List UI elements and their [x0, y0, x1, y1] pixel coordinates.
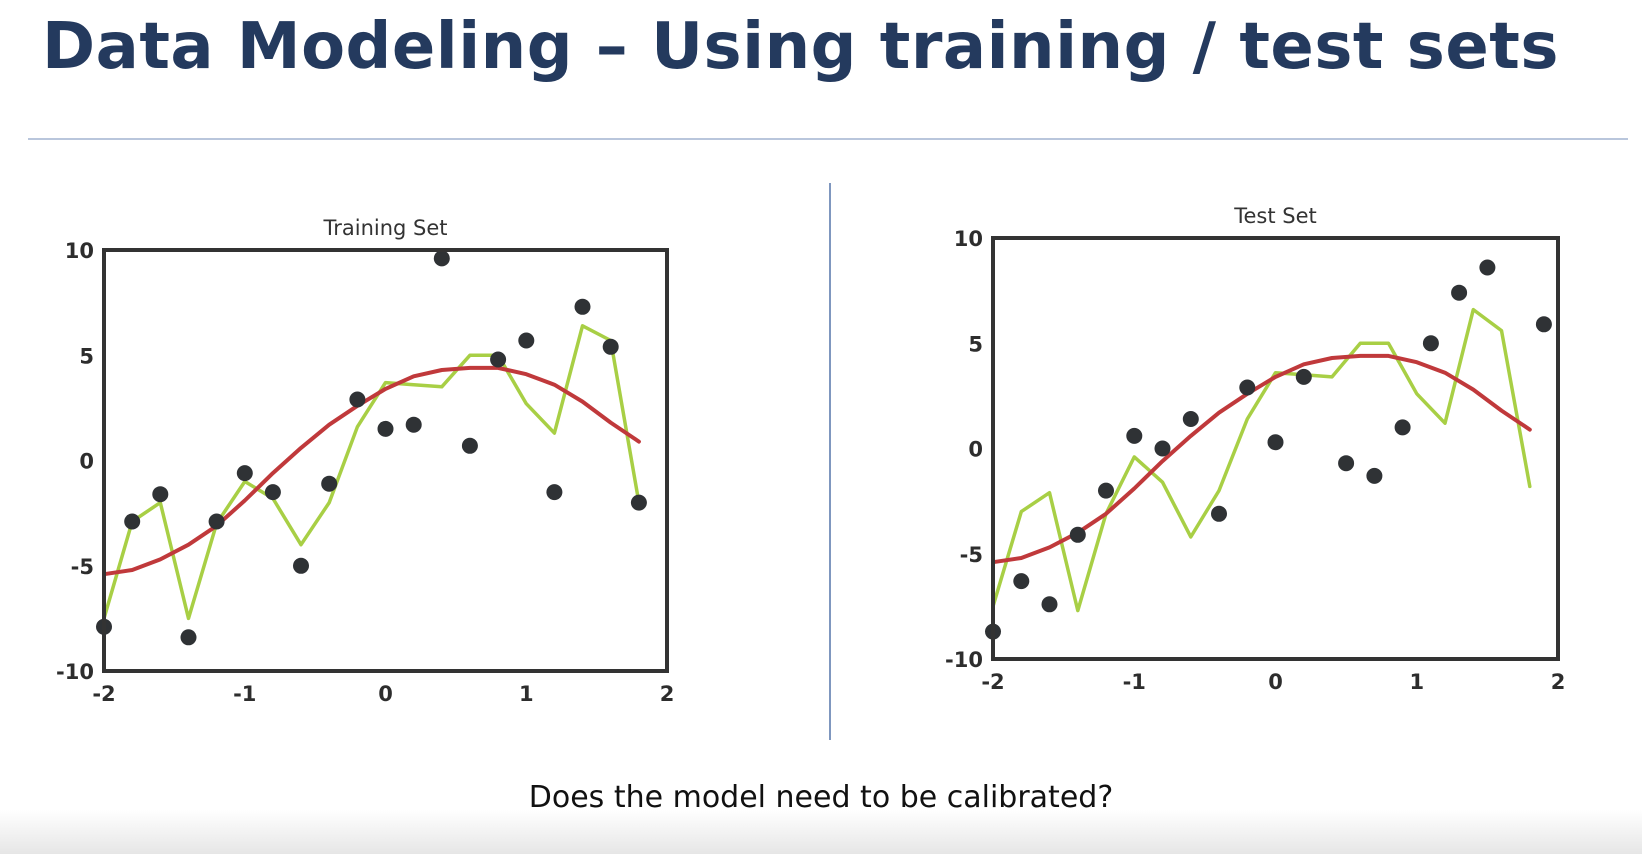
title-underline [28, 138, 1628, 140]
y-tick-label: -10 [945, 648, 983, 672]
y-tick-label: 5 [79, 344, 94, 368]
model-curve-line [102, 365, 641, 577]
data-point [349, 391, 366, 408]
data-point [1069, 526, 1086, 543]
data-point [1366, 467, 1383, 484]
data-point [1239, 379, 1256, 396]
data-point [236, 465, 253, 482]
chart-title: Training Set [322, 216, 447, 240]
data-point [1211, 505, 1227, 522]
data-point [208, 513, 225, 530]
data-point [321, 475, 338, 492]
data-point [602, 338, 619, 355]
data-point [630, 494, 647, 511]
x-tick-label: -2 [92, 682, 115, 706]
x-tick-label: -1 [233, 682, 256, 706]
x-tick-label: -1 [1123, 670, 1146, 694]
data-point [1479, 259, 1496, 276]
overfit-line [991, 307, 1532, 613]
y-tick-label: 10 [65, 239, 94, 263]
data-point [293, 557, 309, 574]
y-tick-label: 10 [954, 227, 983, 251]
chart-title: Test Set [1233, 204, 1317, 228]
y-tick-label: 5 [968, 332, 983, 356]
plot-frame [102, 248, 669, 673]
data-point [1013, 573, 1030, 590]
y-tick-label: -10 [56, 660, 94, 684]
data-point [518, 332, 535, 349]
x-tick-label: 1 [1409, 670, 1424, 694]
data-point [433, 250, 450, 267]
data-point [1535, 316, 1552, 333]
data-point [1267, 434, 1284, 451]
panel-divider [829, 183, 831, 740]
data-point [1154, 440, 1171, 457]
data-point [574, 298, 591, 315]
data-point [1338, 455, 1355, 472]
x-tick-label: 1 [519, 682, 534, 706]
x-tick-label: 0 [1268, 670, 1283, 694]
data-point [1422, 335, 1439, 352]
slide-title: Data Modeling – Using training / test se… [42, 10, 1559, 84]
x-tick-label: 2 [660, 682, 675, 706]
data-point [1098, 482, 1114, 499]
data-point [1182, 411, 1199, 427]
x-tick-label: -2 [981, 670, 1004, 694]
overfit-line [102, 324, 641, 621]
data-point [180, 629, 197, 646]
slide-question: Does the model need to be calibrated? [528, 780, 1114, 815]
data-point [124, 513, 141, 530]
x-tick-label: 2 [1551, 670, 1566, 694]
data-point [405, 416, 422, 433]
y-tick-label: 0 [968, 438, 983, 462]
data-point [377, 420, 394, 437]
x-tick-label: 0 [378, 682, 393, 706]
data-point [490, 351, 507, 368]
y-tick-label: -5 [71, 555, 94, 579]
data-point [152, 486, 169, 503]
data-point [1041, 596, 1058, 613]
data-point [461, 437, 478, 454]
data-point [264, 484, 281, 501]
data-point [1394, 419, 1411, 436]
data-point [1126, 427, 1143, 444]
bottom-fade [0, 810, 1642, 854]
data-point [1451, 284, 1468, 301]
data-point [1295, 368, 1312, 385]
y-tick-label: 0 [79, 450, 94, 474]
data-point [546, 484, 563, 501]
plot-frame [991, 236, 1560, 661]
y-tick-label: -5 [960, 543, 983, 567]
